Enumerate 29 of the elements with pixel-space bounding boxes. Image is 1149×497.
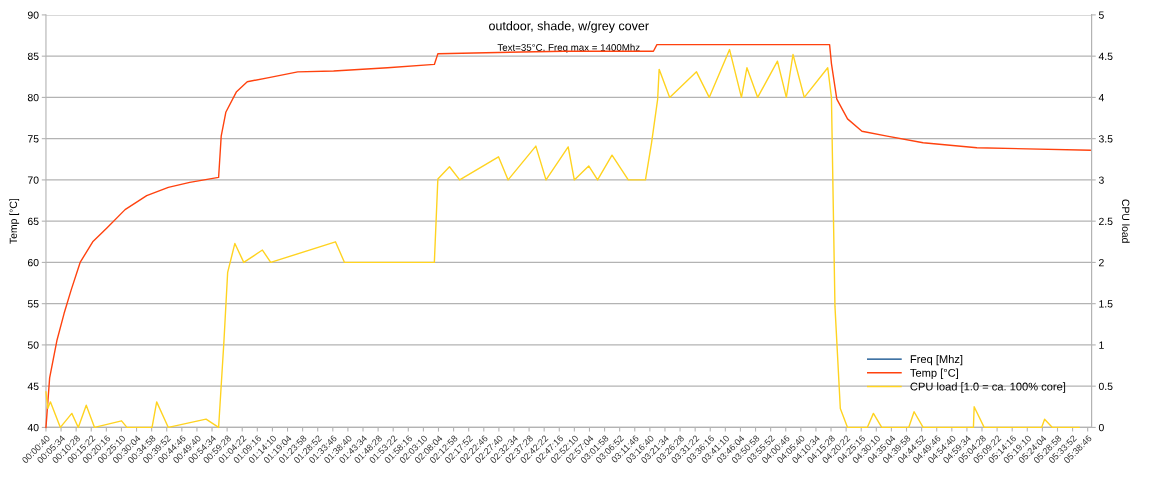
y-axis-title: Temp [°C] xyxy=(9,198,20,244)
y2-tick-label: 4.5 xyxy=(1098,52,1113,61)
y2-tick-label: 2.5 xyxy=(1099,217,1113,226)
y2-tick-label: 5 xyxy=(1098,11,1104,19)
y-tick-label: 65 xyxy=(27,217,39,226)
y-tick-label: 50 xyxy=(27,341,39,349)
y-tick-label: 75 xyxy=(27,135,39,143)
y2-axis-title: CPU load xyxy=(1121,199,1130,243)
legend-label: Freq [Mhz] xyxy=(910,354,963,366)
y2-tick-label: 0 xyxy=(1098,423,1104,432)
y2-tick-label: 4 xyxy=(1098,94,1104,102)
y-tick-label: 45 xyxy=(27,382,39,391)
y-tick-label: 90 xyxy=(27,11,39,19)
y2-tick-label: 2 xyxy=(1099,258,1104,267)
y2-tick-label: 1 xyxy=(1099,341,1104,349)
legend-label: CPU load [1.0 = ca. 100% core] xyxy=(910,382,1066,393)
y-tick-label: 85 xyxy=(27,52,39,61)
y2-tick-label: 3 xyxy=(1098,176,1104,184)
y-tick-label: 80 xyxy=(27,93,39,102)
legend-label: Temp [°C] xyxy=(910,368,959,379)
y-tick-label: 70 xyxy=(27,176,39,184)
y-tick-label: 60 xyxy=(27,258,39,267)
y2-tick-label: 3.5 xyxy=(1098,135,1113,143)
y2-tick-label: 0.5 xyxy=(1098,382,1113,391)
y-tick-label: 40 xyxy=(27,423,39,432)
chart-title: outdoor, shade, w/grey cover xyxy=(489,21,649,33)
text: Text=35°C, Freq max = 1400Mhz xyxy=(497,43,640,53)
y-tick-label: 55 xyxy=(27,300,39,308)
y2-tick-label: 1.5 xyxy=(1099,300,1113,308)
